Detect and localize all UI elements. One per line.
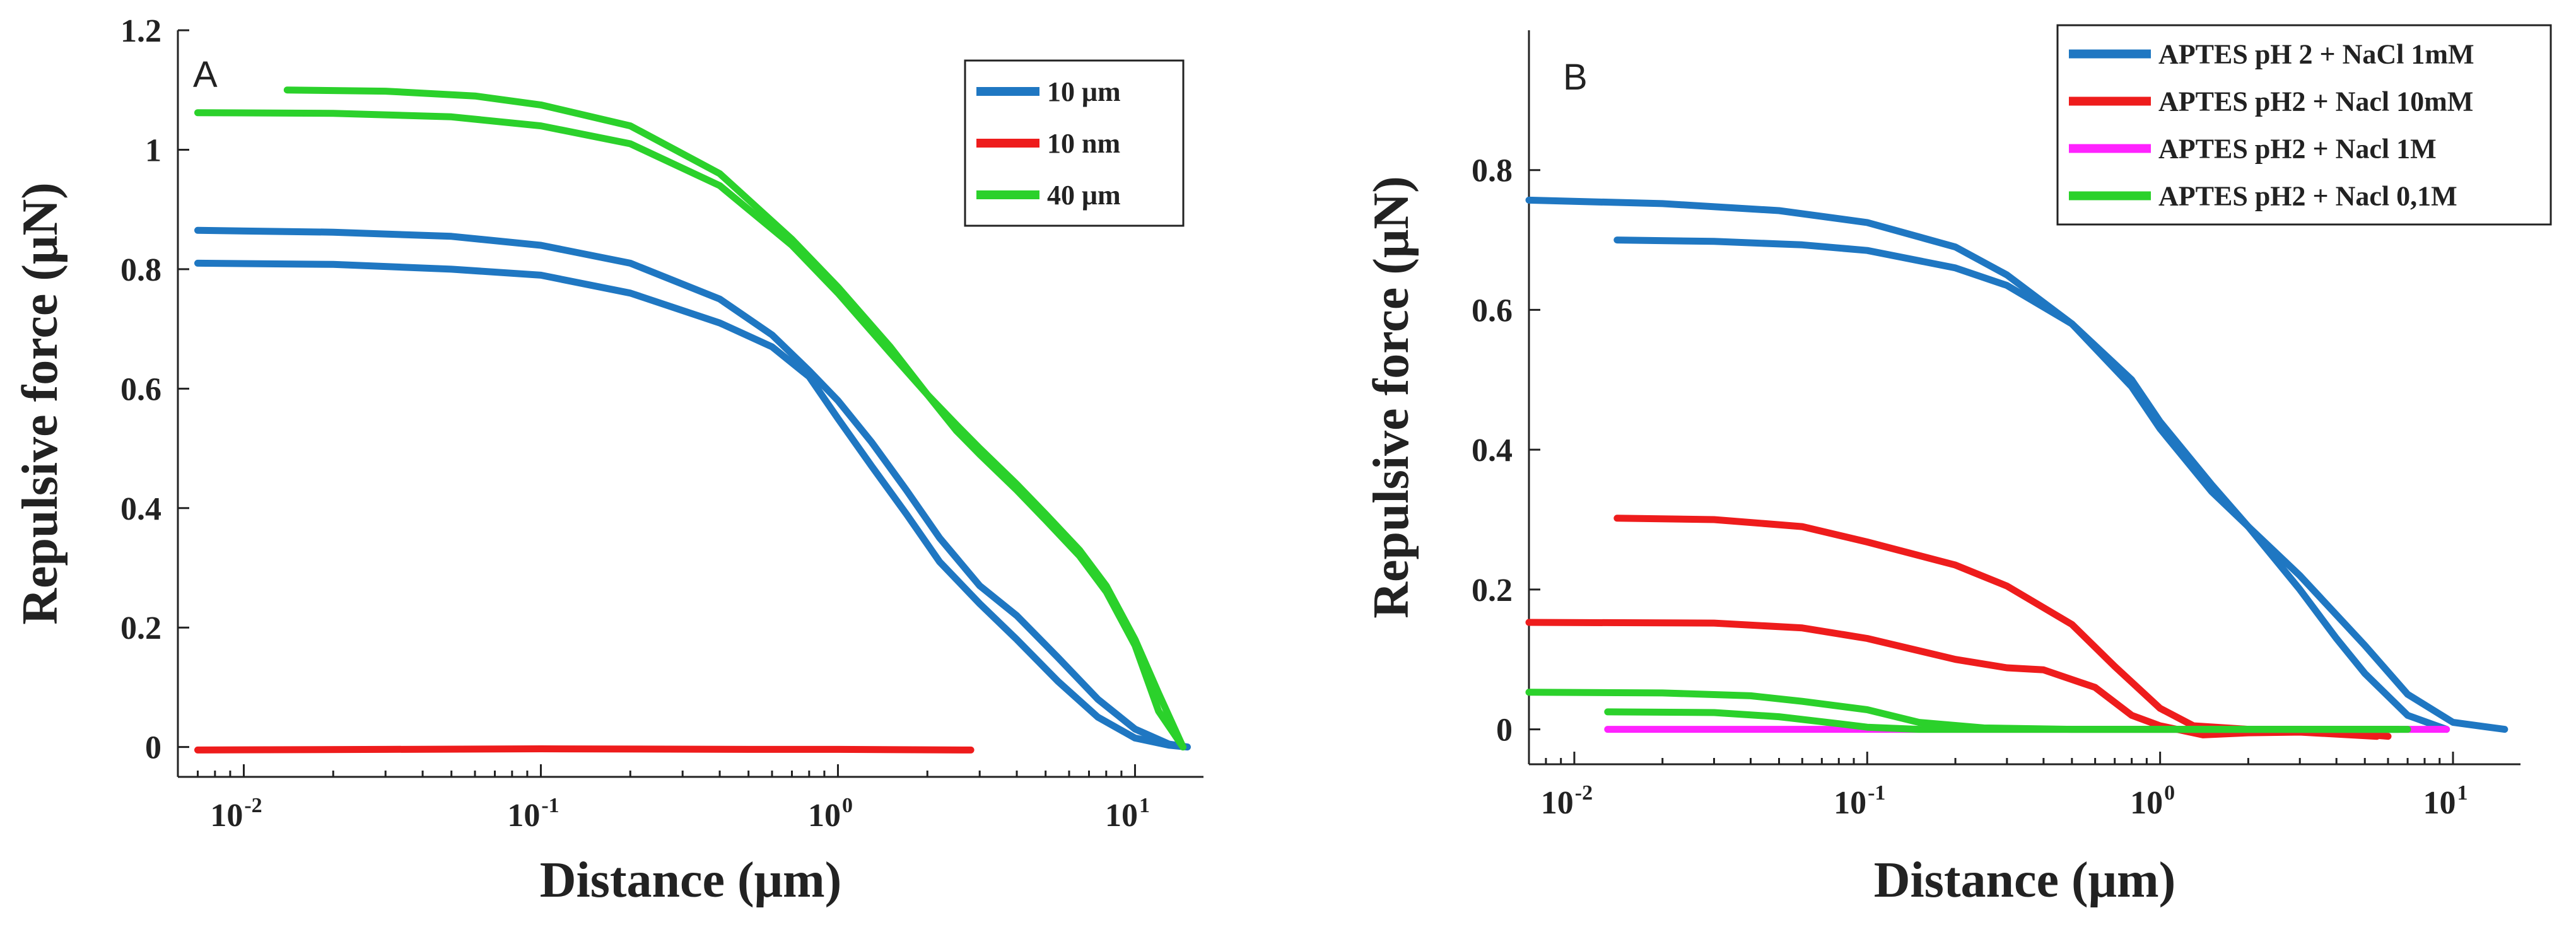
legend-box: [2056, 24, 2552, 226]
y-tick-label: 0.2: [120, 610, 161, 646]
x-axis-title: Distance (μm): [540, 853, 842, 908]
x-tick-label: 100: [808, 794, 853, 834]
series-line-40-m: [194, 109, 1186, 751]
panel-label: B: [1563, 57, 1588, 98]
x-axis-title: Distance (μm): [1874, 853, 2176, 908]
x-tick-label: 10-1: [1834, 781, 1885, 821]
y-tick-label: 0.8: [120, 252, 161, 288]
x-tick-exponent: -2: [244, 794, 262, 817]
y-tick-label: 0.8: [1472, 153, 1513, 189]
legend-label: APTES pH2 + Nacl 1M: [2158, 134, 2437, 165]
legend-label: APTES pH2 + Nacl 0,1M: [2158, 181, 2457, 212]
x-tick-exponent: 0: [2164, 781, 2175, 805]
series-line-aptes-ph-2-nacl-1mm: [1525, 196, 2509, 733]
series-line-aptes-ph-2-nacl-1mm: [1613, 236, 2450, 733]
legend-label: 40 μm: [1047, 180, 1121, 211]
x-tick-label: 10-2: [1541, 781, 1593, 821]
y-tick-label: 1.2: [120, 13, 161, 49]
x-tick-exponent: -2: [1575, 781, 1593, 805]
series-line-10-nm: [194, 745, 975, 754]
panel-label: A: [193, 54, 218, 95]
y-tick-label: 0.4: [120, 491, 161, 527]
series-line-aptes-ph2-nacl-0-1m: [1604, 708, 2402, 733]
x-tick-exponent: -1: [1868, 781, 1885, 805]
legend-label: 10 μm: [1047, 76, 1121, 107]
y-axis-title: Repulsive force (μN): [1364, 176, 1419, 618]
y-tick-label: 0.4: [1472, 433, 1513, 469]
x-tick-label: 101: [1105, 794, 1150, 834]
y-tick-label: 1: [145, 132, 161, 168]
series-line-aptes-ph2-nacl-10mm: [1525, 619, 2380, 740]
x-tick-exponent: 1: [1139, 794, 1150, 817]
chart-panel-A: 00.20.40.60.811.210-2 10-1 100 101Distance …: [13, 13, 1203, 908]
y-tick-label: 0.6: [120, 371, 161, 407]
legend-label: APTES pH2 + Nacl 10mM: [2158, 86, 2473, 117]
y-tick-label: 0.6: [1472, 293, 1513, 329]
x-tick-label: 101: [2423, 781, 2468, 821]
y-axis-title: Repulsive force (μN): [13, 182, 68, 624]
y-tick-label: 0.2: [1472, 573, 1513, 609]
series-line-10-m: [194, 259, 1191, 751]
legend: 10 μm 10 nm 40 μm: [964, 59, 1185, 227]
y-tick-label: 0: [145, 730, 161, 766]
x-tick-exponent: -1: [541, 794, 559, 817]
x-tick-label: 10-2: [210, 794, 262, 834]
legend-label: 10 nm: [1047, 128, 1120, 159]
legend-label: APTES pH 2 + NaCl 1mM: [2158, 39, 2474, 70]
series-line-10-m: [194, 226, 1191, 751]
x-tick-exponent: 1: [2457, 781, 2468, 805]
x-tick-label: 100: [2130, 781, 2175, 821]
x-tick-exponent: 0: [842, 794, 853, 817]
legend: APTES pH 2 + NaCl 1mM APTES pH2 + Nacl 10…: [2056, 24, 2552, 226]
x-tick-label: 10-1: [507, 794, 559, 834]
y-tick-label: 0: [1496, 713, 1513, 749]
